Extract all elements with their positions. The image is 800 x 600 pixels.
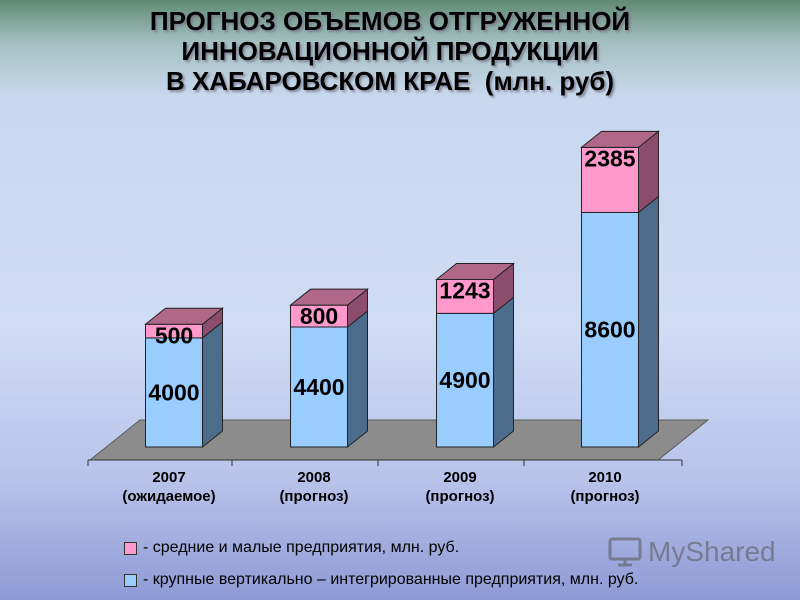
legend-item-large: - крупные вертикально – интегрированные … bbox=[124, 564, 638, 596]
bar-small-medium-3 bbox=[436, 278, 494, 314]
bar-top-small-medium-1 bbox=[144, 307, 224, 325]
x-tick-label-4-line-2: (прогноз) bbox=[570, 488, 639, 505]
x-tick-label-4-line-1: 2010 bbox=[588, 469, 621, 486]
value-label-large-4: 8600 bbox=[584, 317, 635, 343]
legend: - средние и малые предприятия, млн. руб.… bbox=[124, 532, 638, 596]
chart-title-line-1: ПРОГНОЗ ОБЪЕМОВ ОТГРУЖЕННОЙ bbox=[149, 6, 631, 36]
x-tick-label-1-line-2: (ожидаемое) bbox=[122, 488, 215, 505]
value-label-small-medium-1: 500 bbox=[155, 322, 193, 348]
chart-title-line-3: В ХАБАРОВСКОМ КРАЕ (млн. руб) bbox=[165, 66, 615, 96]
bar-large-2 bbox=[290, 326, 348, 448]
x-tick-label-3-line-1: 2009 bbox=[443, 469, 476, 486]
value-label-large-1: 4000 bbox=[148, 379, 199, 405]
legend-swatch-large bbox=[124, 573, 137, 587]
x-tick-label-2-line-1: 2008 bbox=[297, 469, 330, 486]
value-label-small-medium-2: 800 bbox=[300, 303, 338, 329]
chart-title-line-2: ИННОВАЦИОННОЙ ПРОДУКЦИИ bbox=[181, 36, 599, 66]
legend-label-large: - крупные вертикально – интегрированные … bbox=[143, 571, 639, 588]
bar-side-large-1 bbox=[202, 320, 223, 449]
bar-top-small-medium-2 bbox=[289, 288, 369, 306]
bar-large-3 bbox=[436, 312, 494, 448]
bar-top-small-medium-3 bbox=[435, 262, 515, 280]
watermark-text: MyShared bbox=[648, 536, 776, 567]
value-label-small-medium-4: 2385 bbox=[584, 145, 635, 171]
bar-top-small-medium-4 bbox=[580, 130, 660, 148]
x-tick-label-2-line-2: (прогноз) bbox=[279, 488, 348, 505]
legend-item-small-medium: - средние и малые предприятия, млн. руб. bbox=[124, 532, 638, 564]
legend-label-small-medium: - средние и малые предприятия, млн. руб. bbox=[143, 539, 460, 556]
x-tick-label-1-line-1: 2007 bbox=[152, 469, 185, 486]
chart-title: ПРОГНОЗ ОБЪЕМОВ ОТГРУЖЕННОЙ ИННОВАЦИОННО… bbox=[0, 6, 780, 96]
bar-side-large-4 bbox=[638, 195, 659, 449]
x-tick-label-3-line-2: (прогноз) bbox=[425, 488, 494, 505]
bar-side-large-2 bbox=[347, 309, 368, 449]
bar-side-large-3 bbox=[493, 296, 514, 449]
value-label-large-2: 4400 bbox=[293, 374, 344, 400]
value-label-small-medium-3: 1243 bbox=[439, 277, 490, 303]
presentation-screen-icon bbox=[608, 537, 642, 567]
bar-large-4 bbox=[581, 211, 639, 448]
value-label-large-3: 4900 bbox=[439, 367, 490, 393]
watermark: MyShared bbox=[608, 536, 776, 568]
legend-swatch-small-medium bbox=[124, 541, 137, 555]
